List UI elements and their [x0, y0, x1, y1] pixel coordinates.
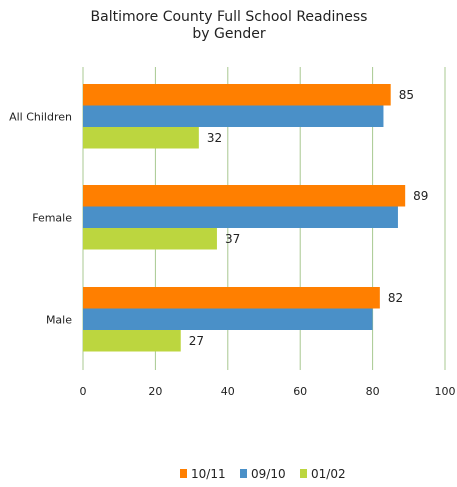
y-axis: All Children Female Male [9, 110, 72, 326]
legend-swatch [180, 469, 187, 478]
legend-swatch [240, 469, 247, 478]
legend-label: 01/02 [311, 467, 346, 481]
x-tick-label: 60 [293, 385, 307, 398]
data-label: 85 [399, 88, 414, 102]
bar-male-09-10 [83, 308, 373, 330]
bar-all-children-01-02 [83, 127, 199, 149]
data-label: 27 [189, 334, 204, 348]
x-tick-label: 20 [148, 385, 162, 398]
bar-male-10-11 [83, 287, 380, 309]
chart-title: Baltimore County Full School Readiness [91, 9, 368, 25]
bar-female-01-02 [83, 228, 217, 250]
legend: 10/11 09/10 01/02 [180, 467, 346, 481]
data-label: 89 [413, 189, 428, 203]
bar-female-10-11 [83, 185, 406, 207]
legend-label: 09/10 [251, 467, 286, 481]
data-labels: 85 32 89 37 82 27 [189, 88, 429, 348]
chart-subtitle: by Gender [192, 26, 265, 42]
x-tick-label: 100 [435, 385, 456, 398]
bar-all-children-09-10 [83, 105, 384, 127]
y-tick-label: All Children [9, 110, 72, 123]
bar-female-09-10 [83, 206, 398, 228]
bars [83, 84, 406, 352]
data-label: 82 [388, 291, 403, 305]
x-tick-label: 40 [221, 385, 235, 398]
x-axis: 0 20 40 60 80 100 [80, 385, 456, 398]
x-tick-label: 0 [80, 385, 87, 398]
y-tick-label: Male [46, 313, 72, 326]
legend-label: 10/11 [191, 467, 226, 481]
data-label: 37 [225, 232, 240, 246]
legend-swatch [300, 469, 307, 478]
bar-male-01-02 [83, 330, 181, 352]
data-label: 32 [207, 131, 222, 145]
y-tick-label: Female [32, 211, 72, 224]
bar-all-children-10-11 [83, 84, 391, 106]
x-tick-label: 80 [366, 385, 380, 398]
